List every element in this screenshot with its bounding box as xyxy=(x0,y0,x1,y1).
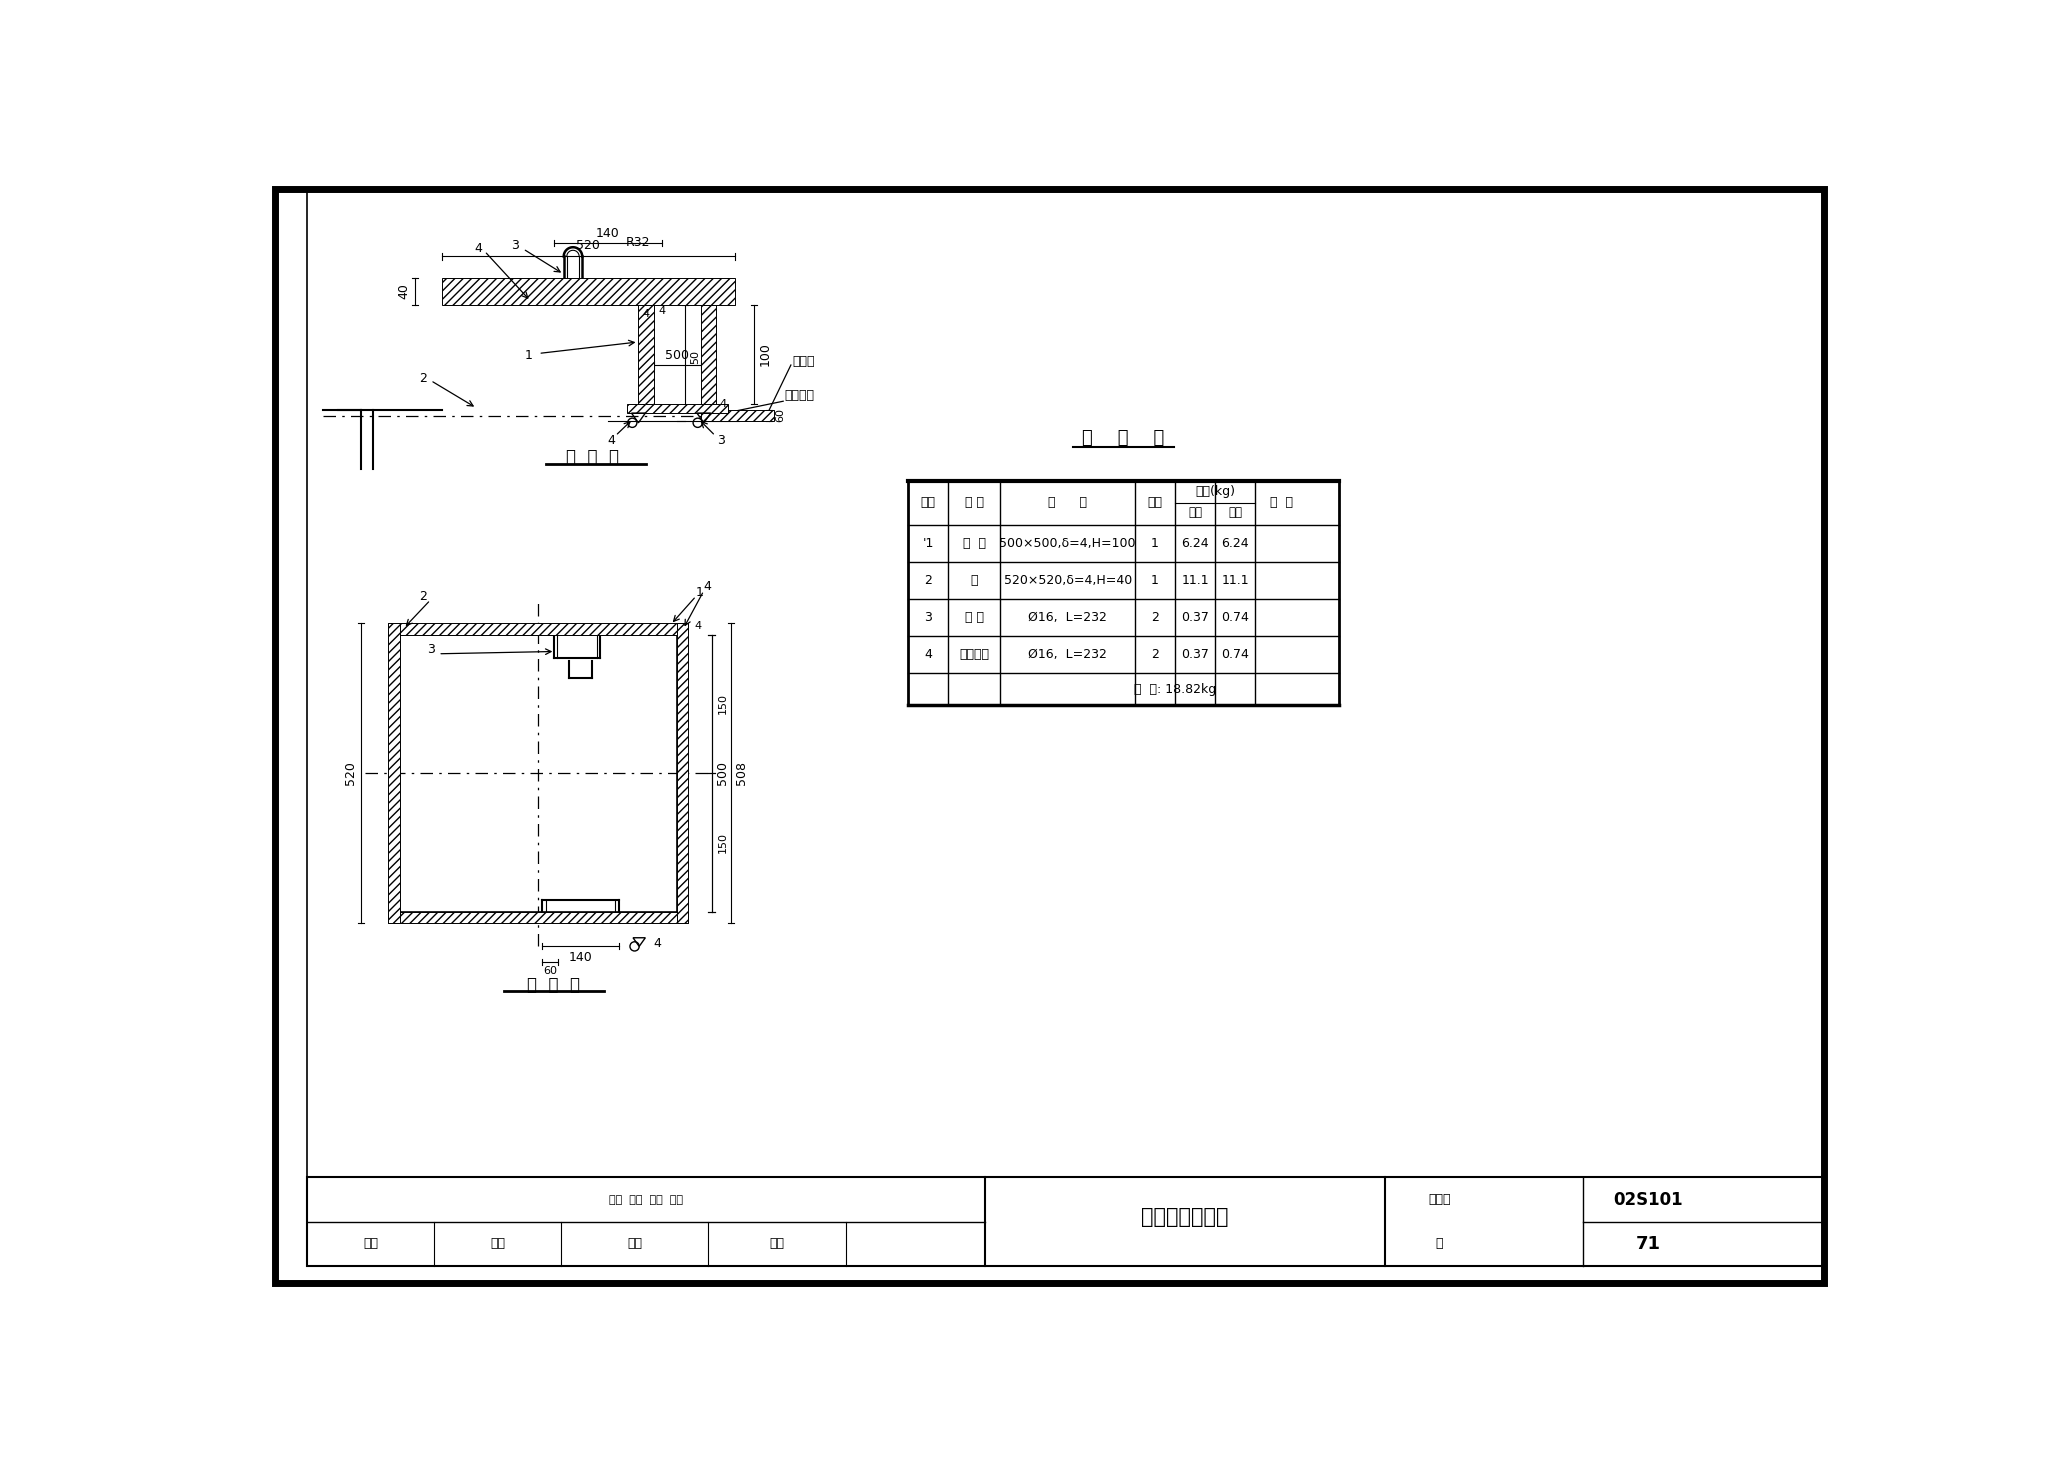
Text: 0.74: 0.74 xyxy=(1221,648,1249,661)
Text: 箱顶板: 箱顶板 xyxy=(793,354,815,367)
Text: 1: 1 xyxy=(1151,574,1159,587)
Text: 图集号: 图集号 xyxy=(1427,1193,1450,1206)
Text: 140: 140 xyxy=(569,950,592,963)
Text: 备  注: 备 注 xyxy=(1270,497,1292,510)
Text: 立  面  图: 立 面 图 xyxy=(565,449,618,466)
Text: 0.37: 0.37 xyxy=(1182,610,1208,624)
Text: 规      格: 规 格 xyxy=(1049,497,1087,510)
Text: 508: 508 xyxy=(735,761,748,785)
Text: 3: 3 xyxy=(924,610,932,624)
Text: 平  面  图: 平 面 图 xyxy=(526,976,580,994)
Text: 4: 4 xyxy=(475,242,481,255)
Text: 11.1: 11.1 xyxy=(1221,574,1249,587)
Text: 520×520,δ=4,H=40: 520×520,δ=4,H=40 xyxy=(1004,574,1133,587)
Text: 2: 2 xyxy=(420,590,426,603)
Text: 100: 100 xyxy=(758,342,772,366)
Text: 4: 4 xyxy=(719,399,727,408)
Text: 4: 4 xyxy=(702,580,711,593)
Text: 1: 1 xyxy=(696,586,705,599)
Bar xyxy=(307,1177,1825,1266)
Bar xyxy=(700,409,774,421)
Text: 150: 150 xyxy=(717,832,727,852)
Text: 4: 4 xyxy=(643,309,649,319)
Text: 共重: 共重 xyxy=(1229,506,1243,519)
Text: 设计: 设计 xyxy=(627,1237,643,1250)
Text: 150: 150 xyxy=(717,694,727,714)
Text: 11.1: 11.1 xyxy=(1182,574,1208,587)
Text: 矩形给水箱人孔: 矩形给水箱人孔 xyxy=(1141,1208,1229,1227)
Bar xyxy=(389,624,399,924)
Bar xyxy=(389,624,688,635)
Text: 4: 4 xyxy=(657,306,666,316)
Text: 4: 4 xyxy=(653,937,662,950)
Text: 材    料    表: 材 料 表 xyxy=(1083,430,1165,447)
Text: 02S101: 02S101 xyxy=(1614,1190,1683,1208)
Text: 3: 3 xyxy=(426,644,434,657)
Text: 500: 500 xyxy=(717,761,729,785)
Text: 60: 60 xyxy=(543,966,557,976)
Text: 520: 520 xyxy=(575,239,600,252)
Text: Ø16,  L=232: Ø16, L=232 xyxy=(1028,610,1108,624)
Text: 把 手: 把 手 xyxy=(965,610,983,624)
Text: R32: R32 xyxy=(627,236,651,249)
Text: 件号: 件号 xyxy=(920,497,936,510)
Bar xyxy=(389,912,688,924)
Text: 4: 4 xyxy=(694,621,700,631)
Bar xyxy=(627,404,727,412)
Text: '1: '1 xyxy=(922,538,934,551)
Text: 单重: 单重 xyxy=(1188,506,1202,519)
Text: 页: 页 xyxy=(1436,1237,1444,1250)
Text: 60: 60 xyxy=(774,408,784,423)
Text: 4: 4 xyxy=(924,648,932,661)
Text: 审核  校核  设计  绘图: 审核 校核 设计 绘图 xyxy=(608,1195,684,1205)
Text: 0.37: 0.37 xyxy=(1182,648,1208,661)
Text: 500: 500 xyxy=(666,350,690,363)
Text: 数量: 数量 xyxy=(1147,497,1163,510)
Bar xyxy=(442,278,735,305)
Bar xyxy=(700,305,717,404)
Text: 2: 2 xyxy=(924,574,932,587)
Text: 500×500,δ=4,H=100: 500×500,δ=4,H=100 xyxy=(999,538,1137,551)
Text: 审核: 审核 xyxy=(362,1237,379,1250)
Text: 筒  体: 筒 体 xyxy=(963,538,985,551)
Bar xyxy=(399,635,678,912)
Bar xyxy=(639,305,653,404)
Text: 重量(kg): 重量(kg) xyxy=(1196,485,1235,498)
Text: 0.74: 0.74 xyxy=(1221,610,1249,624)
Text: 2: 2 xyxy=(1151,610,1159,624)
Text: 校核: 校核 xyxy=(489,1237,506,1250)
Text: 6.24: 6.24 xyxy=(1182,538,1208,551)
Text: Ø16,  L=232: Ø16, L=232 xyxy=(1028,648,1108,661)
Text: 人孔型钢: 人孔型钢 xyxy=(784,389,815,402)
Text: 名 称: 名 称 xyxy=(965,497,983,510)
Text: 71: 71 xyxy=(1636,1234,1661,1253)
Bar xyxy=(907,481,1339,705)
Text: 3: 3 xyxy=(717,434,725,447)
Text: 绘图: 绘图 xyxy=(770,1237,784,1250)
Text: 锁钉孔把: 锁钉孔把 xyxy=(958,648,989,661)
Text: 140: 140 xyxy=(596,227,618,240)
Text: 3: 3 xyxy=(512,239,518,252)
Text: 盖: 盖 xyxy=(971,574,977,587)
Text: 1: 1 xyxy=(1151,538,1159,551)
Text: 520: 520 xyxy=(344,761,356,785)
Text: 6.24: 6.24 xyxy=(1221,538,1249,551)
Text: 50: 50 xyxy=(690,350,700,364)
Text: 4: 4 xyxy=(608,434,614,447)
Text: 40: 40 xyxy=(397,284,412,300)
Bar xyxy=(678,624,688,924)
Text: 2: 2 xyxy=(1151,648,1159,661)
Text: 2: 2 xyxy=(420,372,426,385)
Text: 总  重: 18.82kg: 总 重: 18.82kg xyxy=(1135,683,1217,695)
Text: 1: 1 xyxy=(524,350,532,363)
